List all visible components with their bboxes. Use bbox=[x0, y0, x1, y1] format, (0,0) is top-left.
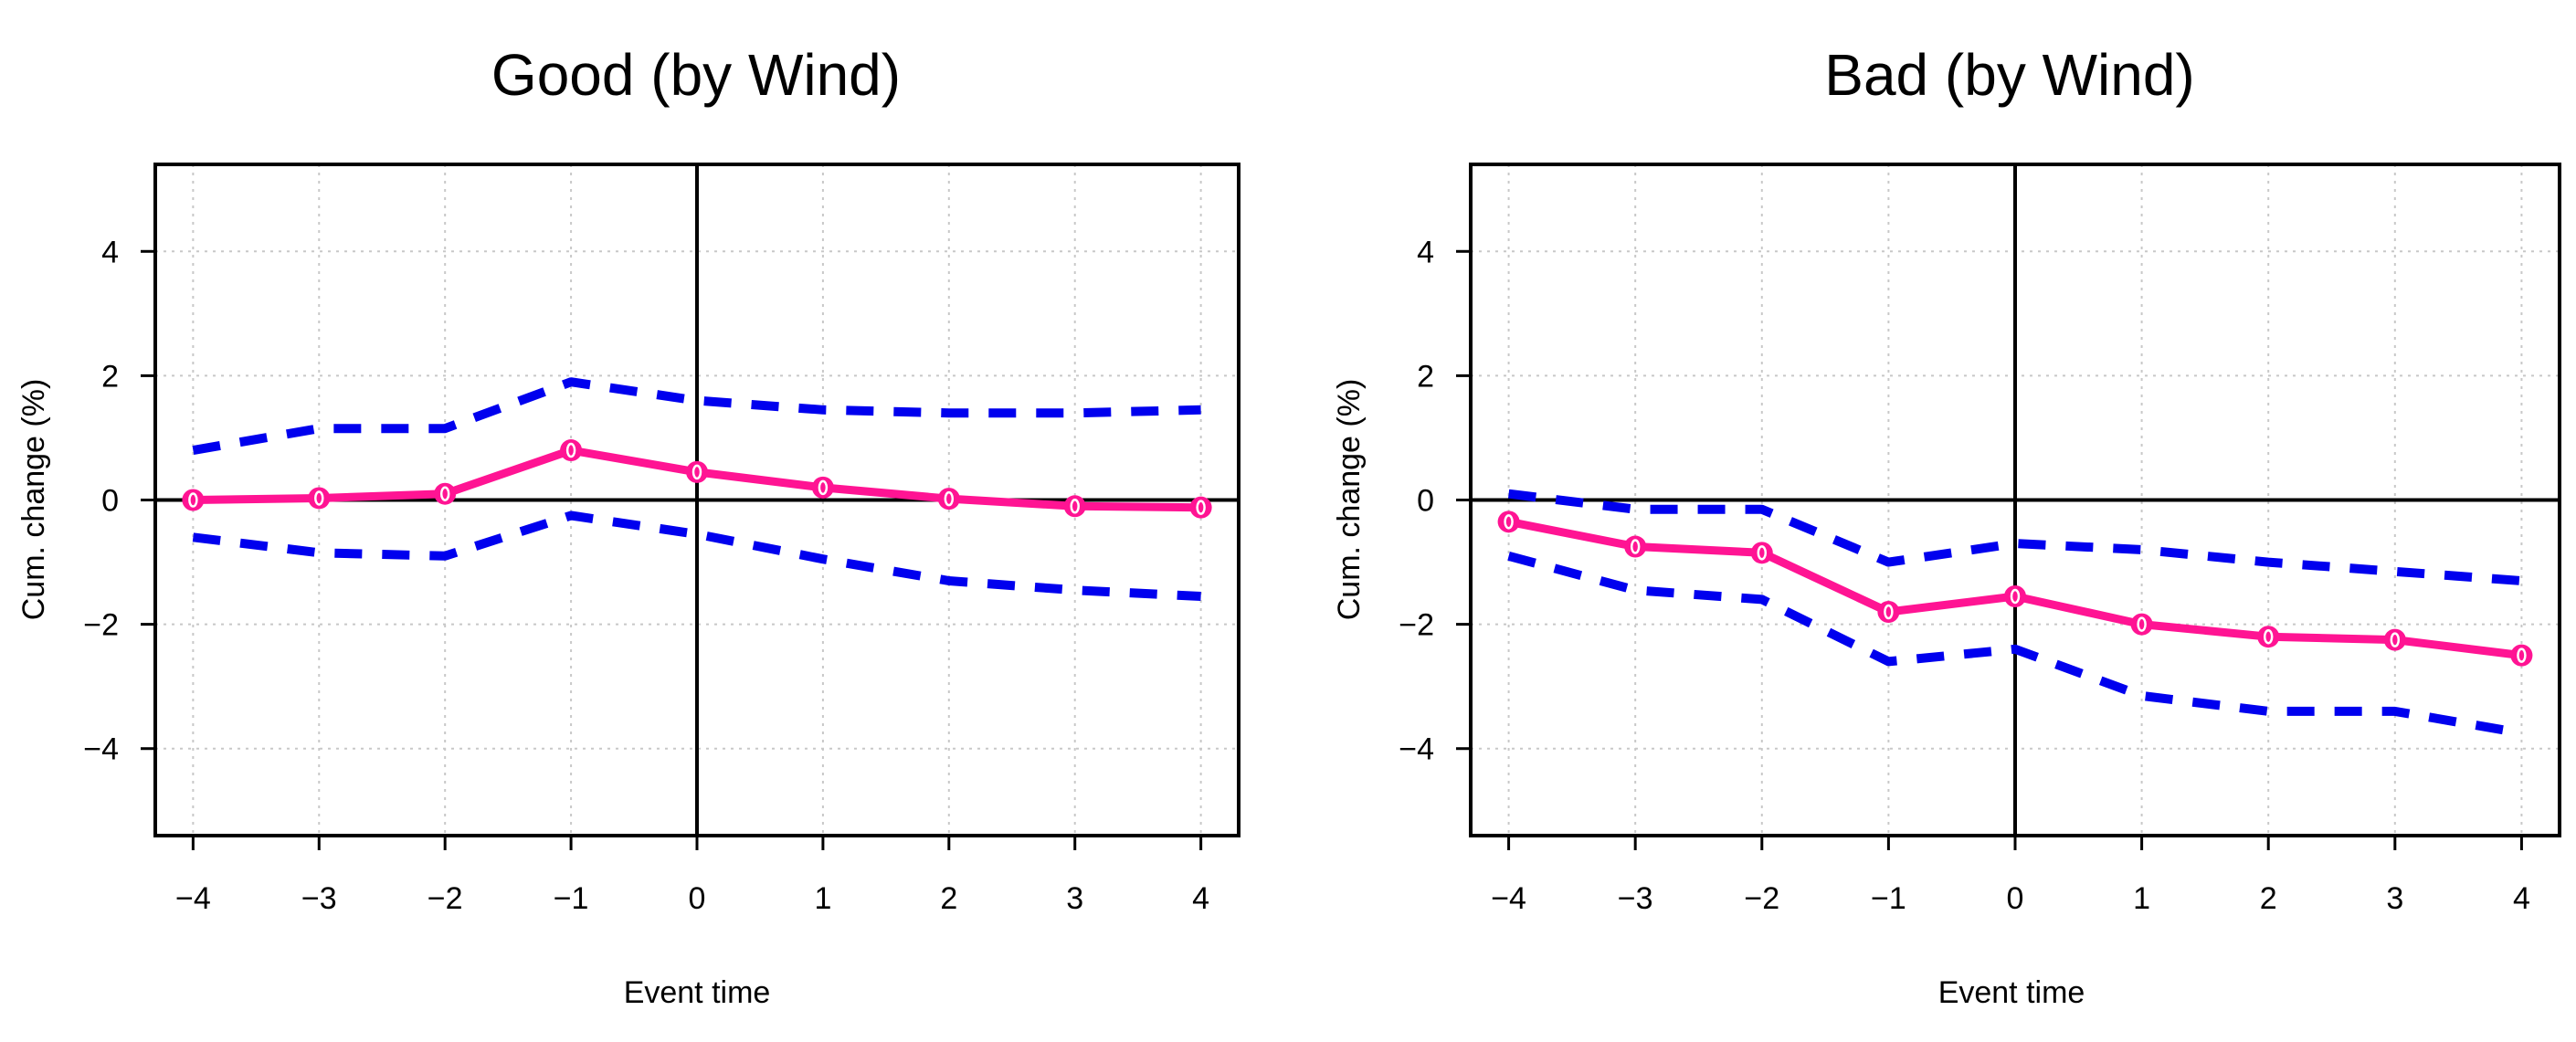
x-tick-label: 3 bbox=[2386, 881, 2403, 916]
y-tick-label: 2 bbox=[1417, 359, 1434, 394]
data-point bbox=[1624, 535, 1647, 558]
chart-title: Good (by Wind) bbox=[491, 42, 901, 108]
x-axis-label: Event time bbox=[624, 975, 771, 1010]
chart-panel-bad: Bad (by Wind) −4 −3 −2 −1 0 1 2 3 4 −4 −2 0 2 4 Event… bbox=[1332, 42, 2561, 1010]
data-point-marker-inner bbox=[1757, 545, 1768, 561]
x-tick-label: 4 bbox=[1192, 881, 1209, 916]
series-line-upper-bound bbox=[192, 377, 1201, 456]
x-tick-label: −4 bbox=[1491, 881, 1526, 916]
chart-title: Bad (by Wind) bbox=[1824, 42, 2194, 108]
data-point bbox=[811, 476, 834, 499]
series-line-lower-bound bbox=[192, 510, 1201, 601]
y-tick-label: 4 bbox=[101, 235, 119, 269]
data-point-marker-inner bbox=[439, 486, 450, 501]
y-tick-label: 4 bbox=[1417, 235, 1434, 269]
data-point-marker-inner bbox=[1070, 499, 1080, 514]
x-tick-label: 2 bbox=[940, 881, 957, 916]
x-tick-label: 0 bbox=[2007, 881, 2024, 916]
y-tick-label: −4 bbox=[1399, 732, 1434, 767]
x-tick-label: −2 bbox=[1744, 881, 1779, 916]
series-line-lower-bound bbox=[1507, 551, 2523, 738]
data-point bbox=[2130, 613, 2153, 636]
data-point-marker-inner bbox=[2390, 632, 2401, 647]
data-point bbox=[1750, 542, 1773, 564]
y-tick-label: 2 bbox=[101, 359, 119, 394]
data-point bbox=[1497, 510, 1520, 533]
data-point-marker-inner bbox=[1504, 514, 1514, 530]
chart-panel-good: Good (by Wind) −4 −3 −2 −1 0 1 2 3 4 −4 −2 0 2 4 Even… bbox=[16, 42, 1240, 1010]
data-point-marker-inner bbox=[2137, 616, 2147, 632]
series-line-upper-bound bbox=[1507, 489, 2522, 585]
data-point-marker-inner bbox=[1884, 604, 1894, 620]
data-point-marker-inner bbox=[2263, 628, 2274, 645]
plot-area: −4 −3 −2 −1 0 1 2 3 4 −4 −2 0 2 4 bbox=[83, 163, 1240, 916]
x-tick-label: −2 bbox=[428, 881, 463, 916]
data-point-marker-inner bbox=[188, 492, 198, 508]
data-point-marker-inner bbox=[314, 490, 324, 506]
data-point-marker-inner bbox=[818, 479, 829, 496]
x-tick-label: 0 bbox=[689, 881, 706, 916]
data-point bbox=[2257, 626, 2280, 648]
x-tick-label: −3 bbox=[301, 881, 337, 916]
y-tick-label: −2 bbox=[83, 608, 119, 643]
data-point bbox=[308, 487, 331, 510]
data-point-marker-inner bbox=[692, 464, 702, 480]
data-point bbox=[1189, 496, 1212, 519]
y-tick-label: 0 bbox=[1417, 484, 1434, 519]
x-tick-label: −3 bbox=[1618, 881, 1653, 916]
y-axis-label: Cum. change (%) bbox=[16, 379, 51, 621]
data-point bbox=[1063, 495, 1086, 518]
data-point bbox=[2510, 644, 2533, 667]
data-point bbox=[2004, 584, 2026, 607]
y-tick-label: 0 bbox=[101, 484, 119, 519]
plot-area: −4 −3 −2 −1 0 1 2 3 4 −4 −2 0 2 4 bbox=[1399, 163, 2561, 916]
x-tick-label: 3 bbox=[1066, 881, 1083, 916]
x-tick-label: 2 bbox=[2260, 881, 2277, 916]
data-point-marker-inner bbox=[2517, 647, 2527, 663]
x-tick-label: 4 bbox=[2513, 881, 2530, 916]
data-point-marker-inner bbox=[1630, 539, 1641, 554]
data-point-marker-inner bbox=[944, 490, 955, 507]
x-axis-label: Event time bbox=[1938, 975, 2085, 1010]
x-tick-label: −1 bbox=[554, 881, 589, 916]
data-point bbox=[560, 439, 583, 462]
data-point-marker-inner bbox=[1196, 500, 1206, 515]
data-point bbox=[182, 489, 205, 511]
y-tick-label: −4 bbox=[83, 732, 119, 767]
y-axis-label: Cum. change (%) bbox=[1332, 379, 1367, 621]
data-point bbox=[686, 460, 708, 483]
data-point bbox=[434, 482, 457, 505]
x-tick-label: 1 bbox=[2133, 881, 2150, 916]
x-tick-label: 1 bbox=[814, 881, 831, 916]
data-point-marker-inner bbox=[565, 442, 576, 458]
x-tick-label: −4 bbox=[175, 881, 211, 916]
data-point bbox=[1877, 601, 1900, 623]
y-tick-label: −2 bbox=[1399, 608, 1434, 643]
data-point-marker-inner bbox=[2010, 588, 2021, 605]
x-tick-label: −1 bbox=[1871, 881, 1906, 916]
data-point bbox=[937, 488, 960, 510]
data-point bbox=[2383, 628, 2406, 651]
